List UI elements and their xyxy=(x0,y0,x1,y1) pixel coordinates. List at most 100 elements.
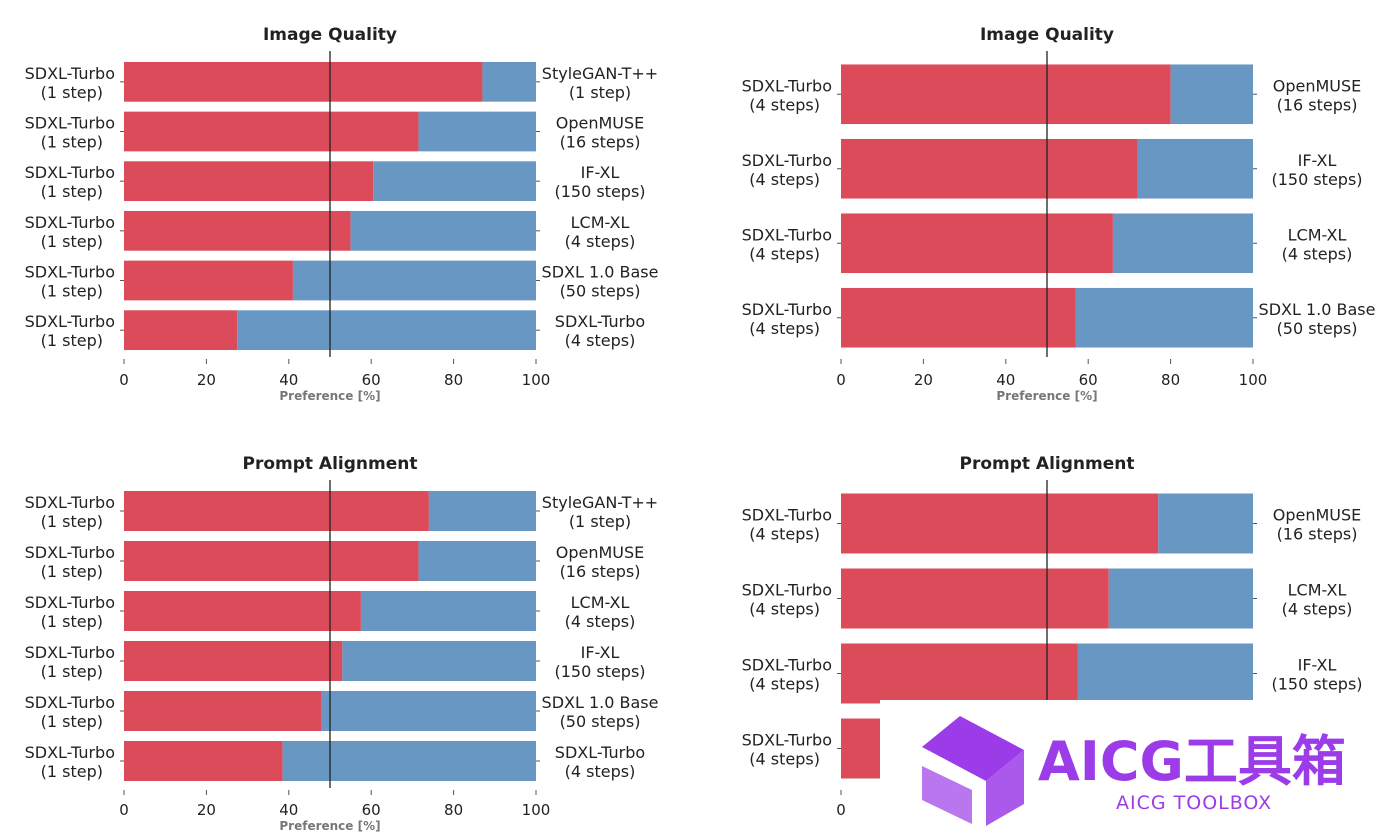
left-category-steps: (1 step) xyxy=(41,133,103,152)
right-category-label: LCM-XL xyxy=(1288,225,1347,244)
right-category-steps: (16 steps) xyxy=(1277,525,1358,544)
bar-left-preference xyxy=(841,568,1109,629)
left-category-steps: (1 step) xyxy=(41,612,103,631)
right-category-steps: (150 steps) xyxy=(554,182,645,201)
bar-right-preference xyxy=(321,691,536,731)
left-category-steps: (1 step) xyxy=(41,331,103,350)
left-category-steps: (1 step) xyxy=(41,232,103,251)
right-category-steps: (50 steps) xyxy=(1277,319,1358,338)
x-tick-label: 0 xyxy=(119,371,129,389)
bar-left-preference xyxy=(841,138,1138,199)
chart-title: Prompt Alignment xyxy=(242,454,417,474)
left-category-label: SDXL-Turbo xyxy=(742,581,832,600)
right-category-steps: (150 steps) xyxy=(554,662,645,681)
left-category-label: SDXL-Turbo xyxy=(742,506,832,525)
x-tick-label: 0 xyxy=(119,801,129,819)
right-category-steps: (16 steps) xyxy=(560,133,641,152)
bar-right-preference xyxy=(1137,138,1253,199)
left-category-steps: (1 step) xyxy=(41,712,103,731)
bar-left-preference xyxy=(124,161,374,202)
x-tick-label: 20 xyxy=(914,371,933,389)
right-category-label: LCM-XL xyxy=(1288,581,1347,600)
left-category-label: SDXL-Turbo xyxy=(25,743,115,762)
bar-left-preference xyxy=(124,491,429,531)
x-tick-label: 60 xyxy=(1079,371,1098,389)
bar-left-preference xyxy=(124,61,483,102)
left-category-steps: (1 step) xyxy=(41,83,103,102)
x-tick-label: 0 xyxy=(836,801,846,819)
bar-left-preference xyxy=(124,260,293,301)
left-category-label: SDXL-Turbo xyxy=(742,76,832,95)
left-category-steps: (4 steps) xyxy=(749,750,820,769)
left-category-label: SDXL-Turbo xyxy=(25,643,115,662)
bar-right-preference xyxy=(342,641,536,681)
right-category-label: LCM-XL xyxy=(571,213,630,232)
bar-left-preference xyxy=(124,591,361,631)
bar-left-preference xyxy=(124,541,419,581)
bar-right-preference xyxy=(482,61,536,102)
right-category-label: IF-XL xyxy=(581,643,620,662)
x-tick-label: 0 xyxy=(836,371,846,389)
bar-left-preference xyxy=(841,643,1078,704)
left-category-label: SDXL-Turbo xyxy=(25,543,115,562)
bar-right-preference xyxy=(1158,493,1253,554)
left-category-label: SDXL-Turbo xyxy=(742,225,832,244)
bar-right-preference xyxy=(1075,287,1253,348)
left-category-label: SDXL-Turbo xyxy=(742,656,832,675)
watermark-subtitle: AICG TOOLBOX xyxy=(1116,792,1272,814)
left-category-steps: (4 steps) xyxy=(749,675,820,694)
bar-right-preference xyxy=(373,161,536,202)
bar-left-preference xyxy=(841,287,1076,348)
x-tick-label: 80 xyxy=(444,801,463,819)
left-category-steps: (4 steps) xyxy=(749,95,820,114)
right-category-steps: (16 steps) xyxy=(560,562,641,581)
right-category-label: SDXL-Turbo xyxy=(555,312,645,331)
right-category-steps: (4 steps) xyxy=(1282,244,1353,263)
right-category-label: OpenMUSE xyxy=(1273,506,1362,525)
right-category-steps: (16 steps) xyxy=(1277,95,1358,114)
left-category-steps: (4 steps) xyxy=(749,600,820,619)
left-category-label: SDXL-Turbo xyxy=(25,163,115,182)
x-axis-title: Preference [%] xyxy=(279,389,380,403)
bar-right-preference xyxy=(1170,64,1253,125)
bar-left-preference xyxy=(124,310,238,351)
left-category-steps: (4 steps) xyxy=(749,319,820,338)
right-category-label: OpenMUSE xyxy=(1273,76,1362,95)
x-tick-label: 80 xyxy=(1161,371,1180,389)
right-category-label: OpenMUSE xyxy=(556,114,645,133)
bar-left-preference xyxy=(841,493,1159,554)
right-category-steps: (4 steps) xyxy=(1282,600,1353,619)
x-tick-label: 40 xyxy=(279,371,298,389)
bar-right-preference xyxy=(1108,568,1253,629)
left-category-label: SDXL-Turbo xyxy=(25,593,115,612)
right-category-steps: (4 steps) xyxy=(565,612,636,631)
x-tick-label: 40 xyxy=(996,371,1015,389)
right-category-label: IF-XL xyxy=(581,163,620,182)
bar-right-preference xyxy=(292,260,536,301)
bar-right-preference xyxy=(1112,213,1253,274)
right-category-steps: (1 step) xyxy=(569,512,631,531)
bar-right-preference xyxy=(418,111,536,152)
right-category-label: StyleGAN-T++ xyxy=(542,64,658,83)
left-category-label: SDXL-Turbo xyxy=(25,213,115,232)
left-category-steps: (1 step) xyxy=(41,562,103,581)
right-category-label: SDXL-Turbo xyxy=(555,743,645,762)
x-tick-label: 100 xyxy=(522,371,551,389)
watermark-title: AICG工具箱 xyxy=(1038,730,1346,793)
left-category-label: SDXL-Turbo xyxy=(25,312,115,331)
x-tick-label: 100 xyxy=(522,801,551,819)
left-category-label: SDXL-Turbo xyxy=(742,151,832,170)
left-category-label: SDXL-Turbo xyxy=(742,731,832,750)
right-category-label: SDXL 1.0 Base xyxy=(1259,300,1376,319)
bar-left-preference xyxy=(124,210,351,251)
chart-title: Image Quality xyxy=(980,25,1114,45)
right-category-steps: (150 steps) xyxy=(1271,170,1362,189)
left-category-steps: (1 step) xyxy=(41,182,103,201)
left-category-label: SDXL-Turbo xyxy=(25,693,115,712)
bar-left-preference xyxy=(841,213,1113,274)
bar-right-preference xyxy=(282,741,536,781)
